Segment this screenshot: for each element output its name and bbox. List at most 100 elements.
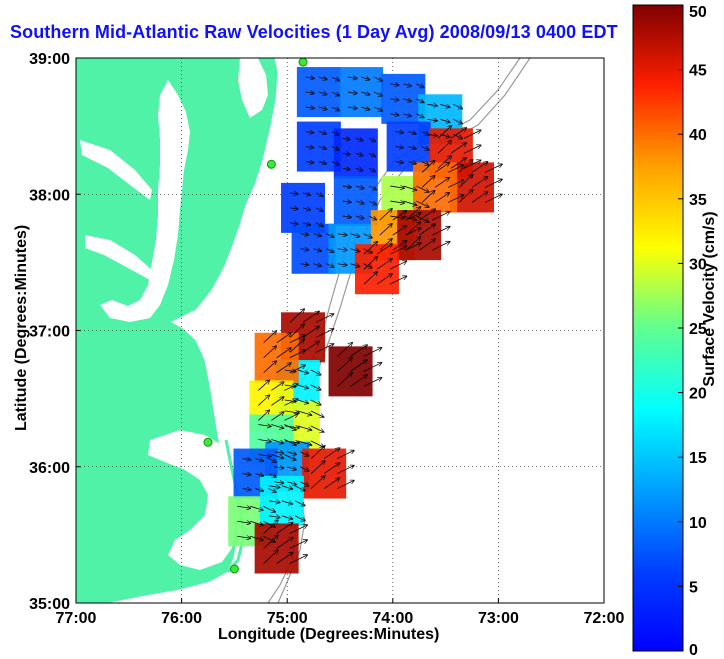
velocity-arrow xyxy=(405,228,421,236)
velocity-arrow xyxy=(373,106,382,111)
velocity-arrow xyxy=(305,132,314,133)
velocity-arrow xyxy=(315,193,323,196)
x-axis-ticks: 77:00 76:00 75:00 74:00 73:00 72:00 xyxy=(56,598,625,627)
velocity-arrow xyxy=(363,378,382,387)
colorbar-tick-label: 15 xyxy=(689,450,707,467)
velocity-arrow xyxy=(284,399,297,406)
velocity-arrow xyxy=(395,132,404,133)
velocity-arrow xyxy=(368,138,375,141)
velocity-arrow xyxy=(348,107,357,108)
velocity-arrow xyxy=(315,344,334,353)
velocity-arrow xyxy=(263,331,277,344)
velocity-arrow xyxy=(242,459,251,460)
velocity-arrow xyxy=(297,384,309,388)
velocity-arrow xyxy=(363,233,372,238)
velocity-arrow xyxy=(313,249,322,251)
x-tick-label: 77:00 xyxy=(56,610,97,627)
velocity-arrow xyxy=(458,175,473,188)
velocity-arrow xyxy=(268,516,280,518)
velocity-arrow xyxy=(313,234,322,236)
velocity-arrow xyxy=(337,249,347,250)
colorbar-tick-label: 25 xyxy=(689,321,707,338)
velocity-arrow xyxy=(305,77,314,78)
velocity-arrow xyxy=(416,113,423,118)
y-tick-label: 39:00 xyxy=(29,51,70,68)
velocity-arrow xyxy=(421,191,435,203)
velocity-arrow xyxy=(326,264,334,267)
radar-station-marker xyxy=(266,159,276,169)
velocity-arrow xyxy=(318,77,327,79)
velocity-arrow xyxy=(305,147,314,148)
velocity-arrow xyxy=(284,384,297,391)
velocity-arrow xyxy=(403,84,411,86)
velocity-arrow xyxy=(484,164,502,173)
velocity-arrow xyxy=(300,481,308,486)
velocity-arrow xyxy=(300,466,308,471)
velocity-arrow xyxy=(274,482,283,483)
velocity-arrow xyxy=(258,425,271,427)
velocity-arrow xyxy=(342,153,350,154)
velocity-arrow xyxy=(300,264,309,265)
radar-stations xyxy=(203,58,308,574)
velocity-arrow xyxy=(342,216,351,217)
velocity-arrow xyxy=(336,450,354,459)
velocity-arrow xyxy=(242,474,251,475)
velocity-arrow xyxy=(350,264,360,267)
velocity-arrow xyxy=(289,208,298,209)
velocity-arrow xyxy=(421,176,435,188)
velocity-arrow xyxy=(326,234,334,237)
velocity-arrow xyxy=(268,486,280,488)
velocity-arrow xyxy=(318,107,327,109)
velocity-arrow xyxy=(305,107,314,108)
delaware-bay xyxy=(238,58,268,118)
velocity-arrow xyxy=(294,500,305,506)
velocity-arrow xyxy=(355,153,363,155)
velocity-arrow xyxy=(440,119,449,122)
velocity-arrow xyxy=(284,439,295,446)
velocity-arrow xyxy=(447,165,463,173)
velocity-arrow xyxy=(437,126,452,139)
x-tick-label: 72:00 xyxy=(584,610,625,627)
velocity-arrow xyxy=(368,200,376,205)
velocity-arrow xyxy=(447,195,463,203)
velocity-arrow xyxy=(263,550,278,564)
velocity-arrow xyxy=(323,448,339,459)
velocity-arrow xyxy=(297,425,312,430)
velocity-arrow xyxy=(263,535,275,542)
velocity-arrow xyxy=(305,162,314,163)
velocity-arrow xyxy=(361,92,369,95)
velocity-arrow xyxy=(331,106,339,111)
velocity-arrow xyxy=(363,242,377,255)
velocity-arrow xyxy=(363,257,377,270)
velocity-arrow xyxy=(395,147,404,148)
velocity-arrow xyxy=(434,193,449,203)
velocity-arrow xyxy=(440,104,449,107)
velocity-arrow xyxy=(389,261,406,270)
velocity-arrow xyxy=(336,480,354,489)
velocity-arrow xyxy=(276,363,291,374)
velocity-arrow xyxy=(390,201,404,203)
velocity-arrow xyxy=(368,185,376,190)
colorbar xyxy=(632,4,684,652)
velocity-arrow xyxy=(276,538,293,549)
x-tick-label: 74:00 xyxy=(372,610,413,627)
velocity-arrow xyxy=(331,147,339,150)
velocity-arrow xyxy=(263,505,275,512)
colorbar-tick-label: 5 xyxy=(689,579,698,596)
velocity-arrow xyxy=(300,451,308,456)
velocity-arrow xyxy=(315,314,334,323)
velocity-arrow xyxy=(255,459,264,461)
velocity-arrow xyxy=(376,244,392,255)
velocity-arrow xyxy=(274,467,283,468)
velocity-arrow xyxy=(297,440,312,445)
velocity-arrow xyxy=(258,440,271,442)
velocity-arrow xyxy=(450,158,466,169)
velocity-arrow xyxy=(250,505,263,510)
velocity-arrow xyxy=(323,478,339,489)
velocity-arrow xyxy=(447,180,463,188)
velocity-arrow xyxy=(453,103,462,108)
velocity-arrow xyxy=(310,410,324,417)
velocity-arrow xyxy=(403,200,416,205)
colorbar-tick-label: 10 xyxy=(689,515,707,532)
